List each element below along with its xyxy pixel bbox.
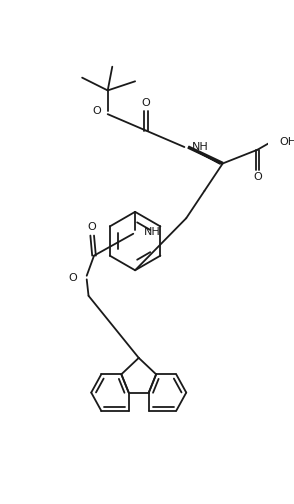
Text: NH: NH	[144, 227, 161, 237]
Text: NH: NH	[192, 142, 208, 152]
Text: O: O	[142, 98, 151, 108]
Text: O: O	[69, 274, 78, 283]
Text: O: O	[253, 172, 262, 182]
Text: O: O	[88, 222, 96, 232]
Text: O: O	[93, 106, 101, 116]
Text: OH: OH	[279, 138, 294, 148]
